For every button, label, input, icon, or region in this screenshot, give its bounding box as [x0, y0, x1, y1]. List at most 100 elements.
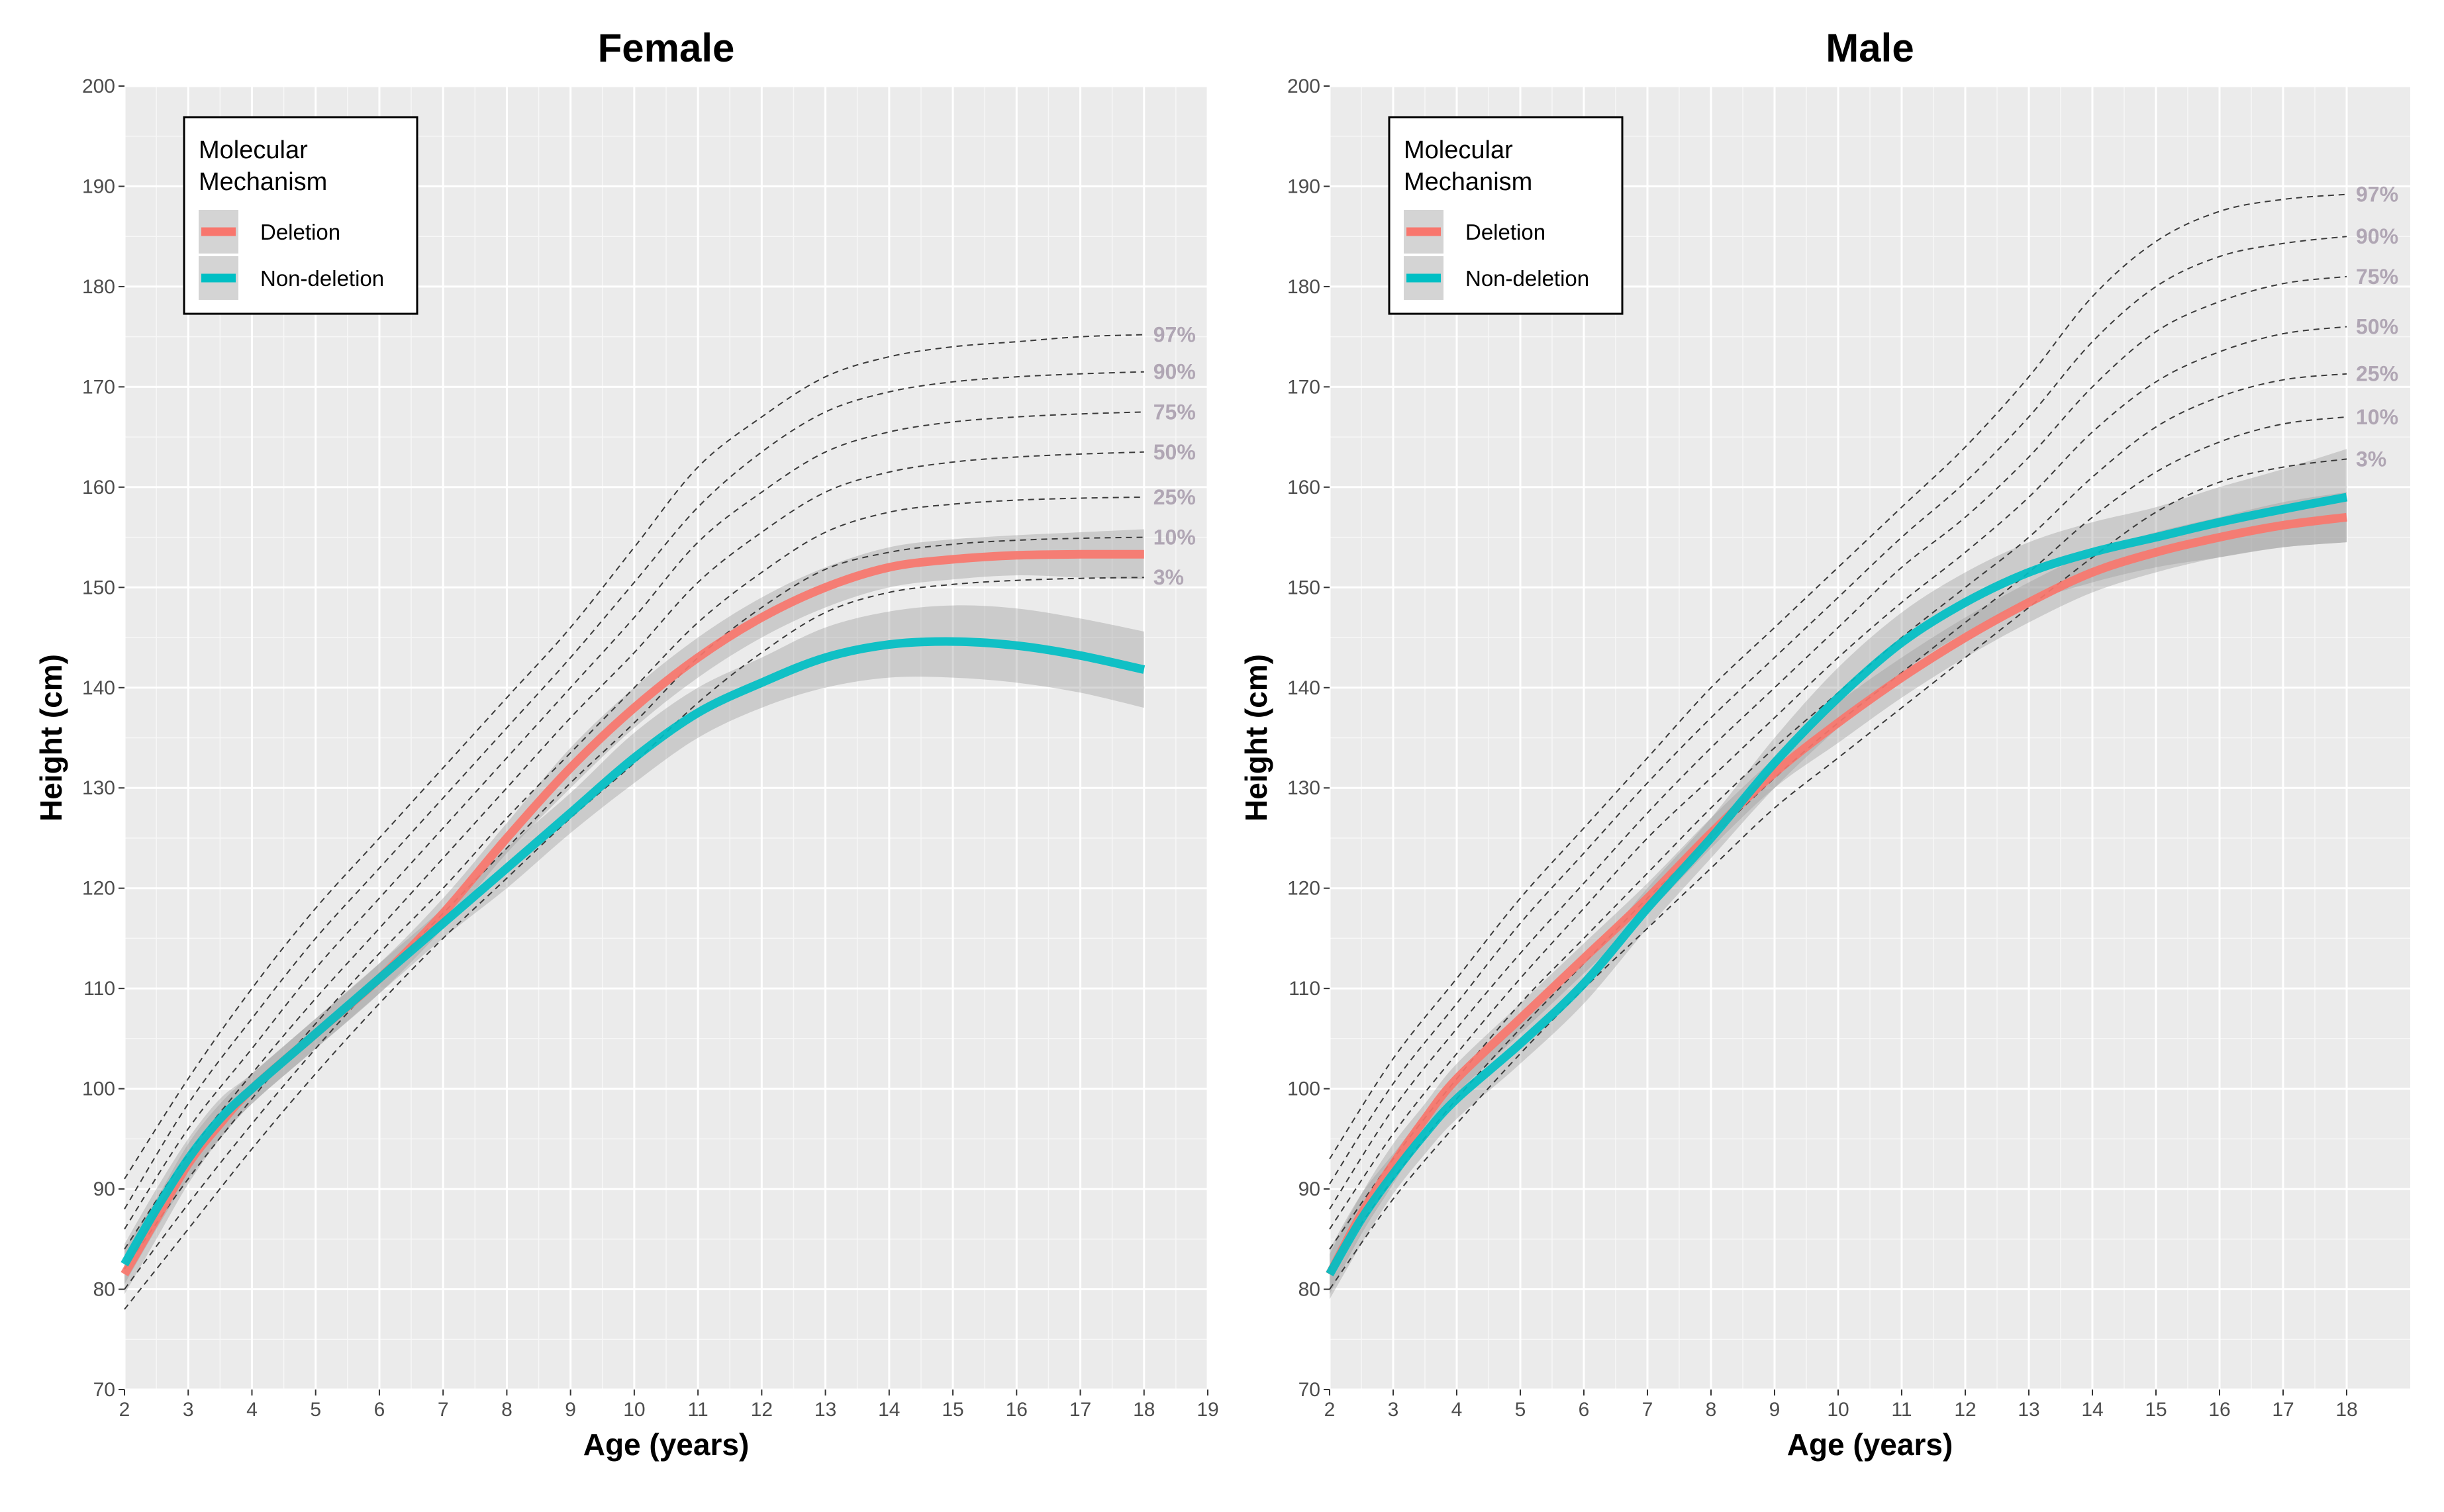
percentile-curve-75	[124, 411, 1144, 1230]
x-tick-label: 7	[438, 1399, 449, 1421]
x-tick-label: 12	[751, 1399, 773, 1421]
percentile-curve-10	[124, 536, 1144, 1290]
x-tick-label: 6	[374, 1399, 385, 1421]
percentile-label: 3%	[1153, 565, 1184, 589]
x-tick-label: 18	[1133, 1399, 1155, 1421]
legend-label: Deletion	[260, 220, 340, 244]
percentile-curve-90	[124, 371, 1144, 1209]
x-tick-label: 8	[501, 1399, 513, 1421]
percentile-label: 50%	[1153, 440, 1196, 464]
x-tick-label: 19	[1197, 1399, 1218, 1421]
x-tick-label: 17	[2272, 1399, 2294, 1421]
percentile-label: 25%	[2356, 362, 2398, 386]
legend-label: Deletion	[1465, 220, 1545, 244]
legend-title: Mechanism	[1404, 168, 1532, 196]
y-tick-label: 110	[83, 978, 115, 1000]
percentile-curve-25	[124, 496, 1144, 1270]
chart-title: Male	[1826, 26, 1914, 70]
percentile-curve-75	[1329, 275, 2347, 1209]
x-tick-label: 9	[565, 1399, 576, 1421]
y-tick-label: 150	[1287, 577, 1320, 598]
legend-label: Non-deletion	[1465, 266, 1589, 291]
x-tick-label: 14	[2081, 1399, 2103, 1421]
x-tick-label: 15	[2145, 1399, 2167, 1421]
x-tick-label: 13	[2018, 1399, 2039, 1421]
x-axis-title: Age (years)	[1787, 1427, 1953, 1462]
x-axis-title: Age (years)	[583, 1427, 750, 1462]
percentile-curve-97	[124, 334, 1144, 1180]
percentile-label: 50%	[2356, 315, 2398, 339]
percentile-label: 90%	[2356, 224, 2398, 248]
x-tick-label: 16	[1006, 1399, 1028, 1421]
chart-panel-female: 97% 90% 75% 50% 25% 10% 3% 70 80 90 100 110 120 130 14…	[34, 26, 1219, 1462]
percentile-label: 3%	[2356, 447, 2386, 471]
percentile-label: 75%	[1153, 400, 1196, 424]
y-tick-label: 200	[1287, 75, 1320, 97]
percentile-label: 75%	[2356, 265, 2398, 289]
x-tick-label: 4	[1451, 1399, 1463, 1421]
percentile-label: 10%	[2356, 405, 2398, 429]
y-tick-label: 170	[82, 376, 115, 398]
series-line-deletion	[1326, 512, 2347, 1276]
legend-title: Mechanism	[199, 168, 327, 196]
percentile-label: 97%	[2356, 183, 2398, 207]
x-tick-label: 2	[119, 1399, 130, 1421]
y-tick-label: 100	[1287, 1078, 1320, 1100]
y-tick-label: 130	[1287, 777, 1320, 799]
y-tick-label: 180	[82, 276, 115, 298]
x-tick-label: 17	[1069, 1399, 1091, 1421]
y-tick-label: 200	[82, 75, 115, 97]
x-tick-label: 10	[623, 1399, 645, 1421]
y-tick-label: 110	[1289, 978, 1320, 1000]
legend-label: Non-deletion	[260, 266, 384, 291]
x-tick-label: 5	[310, 1399, 321, 1421]
percentile-label: 97%	[1153, 323, 1196, 347]
y-axis-title: Height (cm)	[34, 654, 68, 822]
x-tick-label: 10	[1827, 1399, 1849, 1421]
y-tick-label: 90	[93, 1178, 115, 1200]
y-tick-label: 70	[1298, 1379, 1320, 1401]
x-tick-label: 2	[1324, 1399, 1336, 1421]
x-tick-label: 18	[2335, 1399, 2357, 1421]
percentile-curve-90	[1329, 236, 2347, 1185]
confidence-band-non-deletion	[124, 605, 1144, 1285]
percentile-label: 90%	[1153, 360, 1196, 384]
x-tick-label: 7	[1642, 1399, 1653, 1421]
y-tick-label: 100	[82, 1078, 115, 1100]
y-axis-title: Height (cm)	[1239, 654, 1273, 822]
y-tick-label: 70	[93, 1379, 115, 1401]
x-tick-label: 3	[183, 1399, 194, 1421]
chart-title: Female	[598, 26, 735, 70]
x-tick-label: 15	[942, 1399, 963, 1421]
percentile-curve-50	[124, 451, 1144, 1250]
x-tick-label: 11	[1891, 1399, 1912, 1421]
legend: Molecular Mechanism Deletion Non-deletion	[183, 116, 418, 315]
legend-title: Molecular	[1404, 136, 1513, 164]
x-tick-label: 16	[2208, 1399, 2230, 1421]
y-tick-label: 80	[1298, 1279, 1320, 1301]
series-line-non-deletion	[1326, 493, 2348, 1277]
x-tick-label: 5	[1515, 1399, 1526, 1421]
x-tick-label: 6	[1579, 1399, 1590, 1421]
x-tick-label: 8	[1706, 1399, 1717, 1421]
percentile-label: 10%	[1153, 526, 1196, 549]
legend: Molecular Mechanism Deletion Non-deletion	[1388, 116, 1624, 315]
series-line-non-deletion	[121, 637, 1146, 1266]
y-tick-label: 160	[1287, 477, 1320, 498]
legend-title: Molecular	[199, 136, 308, 164]
y-tick-label: 90	[1298, 1178, 1320, 1200]
y-tick-label: 140	[82, 677, 115, 699]
y-tick-label: 150	[82, 577, 115, 598]
y-tick-label: 130	[82, 777, 115, 799]
y-tick-label: 120	[82, 878, 115, 900]
y-tick-label: 190	[1287, 175, 1320, 197]
y-tick-label: 170	[1287, 376, 1320, 398]
x-tick-label: 9	[1769, 1399, 1781, 1421]
y-tick-label: 140	[1287, 677, 1320, 699]
percentile-curve-50	[1329, 326, 2347, 1230]
chart-panel-male: 97% 90% 75% 50% 25% 10% 3% 70 80 90 100 110 120 130 14…	[1239, 26, 2410, 1462]
x-tick-label: 4	[246, 1399, 258, 1421]
x-tick-label: 11	[688, 1399, 709, 1421]
y-tick-label: 160	[82, 477, 115, 498]
